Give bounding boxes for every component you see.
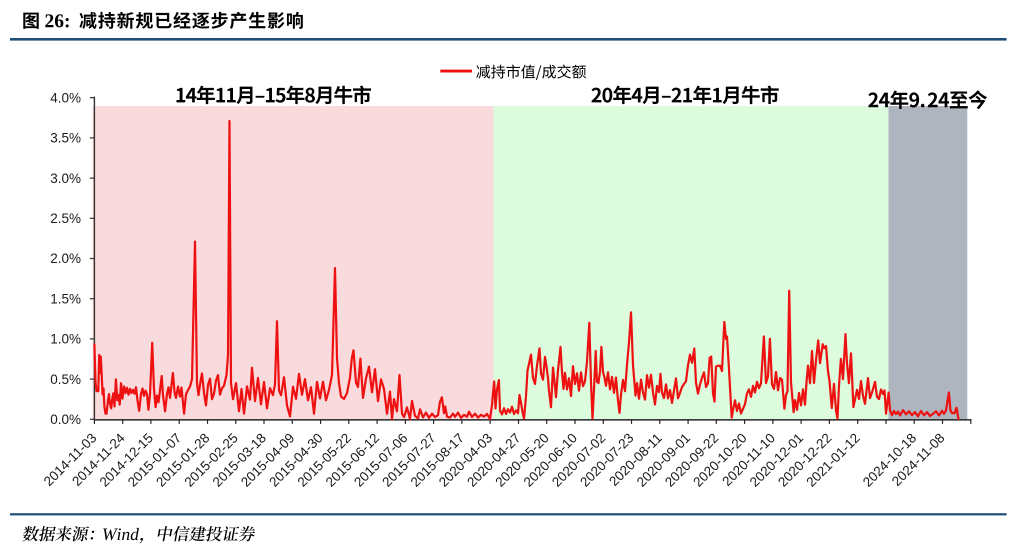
- svg-text:4.0%: 4.0%: [50, 90, 81, 105]
- svg-text:0.0%: 0.0%: [50, 412, 81, 427]
- svg-text:2.5%: 2.5%: [50, 211, 81, 226]
- svg-text:1.5%: 1.5%: [50, 291, 81, 306]
- svg-text:3.5%: 3.5%: [50, 131, 81, 146]
- svg-text:0.5%: 0.5%: [50, 372, 81, 387]
- svg-text:3.0%: 3.0%: [50, 171, 81, 186]
- svg-text:2.0%: 2.0%: [50, 251, 81, 266]
- svg-text:1.0%: 1.0%: [50, 332, 81, 347]
